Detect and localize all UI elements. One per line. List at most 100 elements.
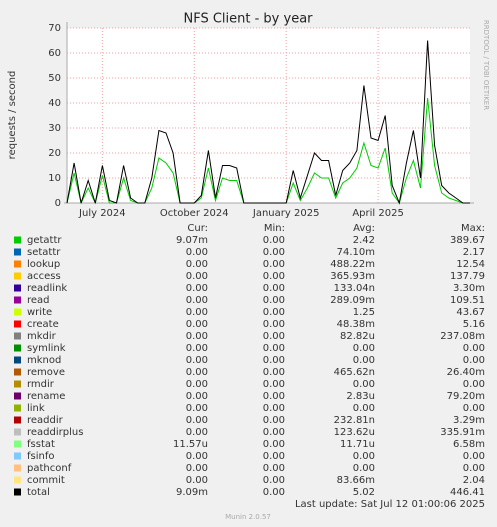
legend-value: 0.00: [463, 451, 485, 462]
legend-swatch: [14, 440, 21, 448]
legend-value: 0.00: [186, 427, 208, 438]
legend-value: 0.00: [263, 451, 285, 462]
legend-value: 11.57u: [173, 439, 208, 450]
legend-label: commit: [27, 475, 65, 486]
legend-label: readdir: [27, 415, 64, 426]
legend-swatch: [14, 356, 21, 364]
legend-value: 0.00: [186, 379, 208, 390]
legend-value: 82.82u: [340, 331, 375, 342]
legend-value: 0.00: [186, 271, 208, 282]
legend-value: 0.00: [186, 463, 208, 474]
legend-value: 0.00: [353, 463, 375, 474]
legend-value: 123.62u: [334, 427, 375, 438]
version: Munin 2.0.57: [225, 513, 271, 521]
legend-value: 0.00: [263, 427, 285, 438]
legend-swatch: [14, 404, 21, 412]
x-tick-label: October 2024: [160, 208, 229, 219]
legend-label: rename: [27, 391, 65, 402]
legend-value: 0.00: [186, 451, 208, 462]
legend-label: mkdir: [27, 331, 57, 342]
legend-label: fsstat: [27, 439, 55, 450]
y-tick-label: 70: [48, 23, 61, 34]
legend-label: read: [27, 295, 50, 306]
legend-column-header: Max:: [461, 223, 485, 234]
legend-label: link: [27, 403, 45, 414]
plot-area: [67, 28, 470, 203]
legend-value: 5.02: [353, 487, 375, 498]
legend-value: 0.00: [263, 475, 285, 486]
legend-value: 0.00: [263, 343, 285, 354]
legend-label: total: [27, 487, 50, 498]
legend-value: 0.00: [186, 343, 208, 354]
legend-value: 3.29m: [453, 415, 485, 426]
legend-label: lookup: [27, 259, 60, 270]
legend-value: 0.00: [463, 379, 485, 390]
legend-value: 0.00: [263, 331, 285, 342]
legend-label: pathconf: [27, 463, 72, 474]
x-tick-label: April 2025: [352, 208, 403, 219]
legend-value: 446.41: [450, 487, 485, 498]
legend-value: 0.00: [186, 331, 208, 342]
legend-value: 74.10m: [337, 247, 375, 258]
legend-value: 0.00: [186, 367, 208, 378]
legend-value: 0.00: [353, 355, 375, 366]
legend-value: 9.09m: [176, 487, 208, 498]
legend-value: 0.00: [186, 415, 208, 426]
legend-value: 0.00: [263, 235, 285, 246]
x-tick-label: January 2025: [252, 208, 320, 219]
legend-value: 0.00: [263, 487, 285, 498]
legend-swatch: [14, 332, 21, 340]
legend-value: 79.20m: [447, 391, 485, 402]
legend-swatch: [14, 368, 21, 376]
legend-value: 2.17: [463, 247, 485, 258]
y-tick-label: 10: [48, 173, 61, 184]
legend-value: 3.30m: [453, 283, 485, 294]
legend-label: getattr: [27, 235, 62, 246]
legend-swatch: [14, 380, 21, 388]
legend-swatch: [14, 464, 21, 472]
legend-value: 0.00: [263, 247, 285, 258]
legend-value: 289.09m: [330, 295, 375, 306]
legend-swatch: [14, 260, 21, 268]
legend-value: 11.71u: [340, 439, 375, 450]
legend-value: 2.42: [353, 235, 375, 246]
legend-swatch: [14, 416, 21, 424]
legend-value: 335.91m: [440, 427, 485, 438]
legend-swatch: [14, 308, 21, 316]
legend-swatch: [14, 248, 21, 256]
legend-value: 0.00: [186, 283, 208, 294]
legend-value: 0.00: [186, 391, 208, 402]
legend-value: 465.62n: [334, 367, 375, 378]
legend-value: 0.00: [263, 319, 285, 330]
legend-swatch: [14, 428, 21, 436]
legend-value: 5.16: [463, 319, 485, 330]
legend-swatch: [14, 284, 21, 292]
legend-column-header: Min:: [264, 223, 285, 234]
legend-label: rmdir: [27, 379, 55, 390]
legend-label: fsinfo: [27, 451, 55, 462]
legend-value: 12.54: [456, 259, 485, 270]
legend-label: setattr: [27, 247, 61, 258]
legend-value: 0.00: [463, 355, 485, 366]
legend-label: symlink: [27, 343, 66, 354]
legend-value: 0.00: [353, 451, 375, 462]
legend-value: 0.00: [186, 295, 208, 306]
legend-label: remove: [27, 367, 65, 378]
legend-value: 0.00: [263, 295, 285, 306]
y-tick-label: 30: [48, 123, 61, 134]
y-tick-label: 50: [48, 73, 61, 84]
legend-value: 9.07m: [176, 235, 208, 246]
legend-label: write: [27, 307, 52, 318]
legend-swatch: [14, 344, 21, 352]
y-axis-label: requests / second: [7, 71, 18, 160]
legend-value: 0.00: [263, 283, 285, 294]
chart-title: NFS Client - by year: [183, 12, 313, 27]
legend-value: 0.00: [263, 463, 285, 474]
legend-value: 0.00: [186, 319, 208, 330]
legend-value: 0.00: [353, 403, 375, 414]
last-update: Last update: Sat Jul 12 01:00:06 2025: [295, 499, 485, 510]
legend-value: 0.00: [263, 367, 285, 378]
legend-value: 2.04: [463, 475, 485, 486]
legend-swatch: [14, 296, 21, 304]
